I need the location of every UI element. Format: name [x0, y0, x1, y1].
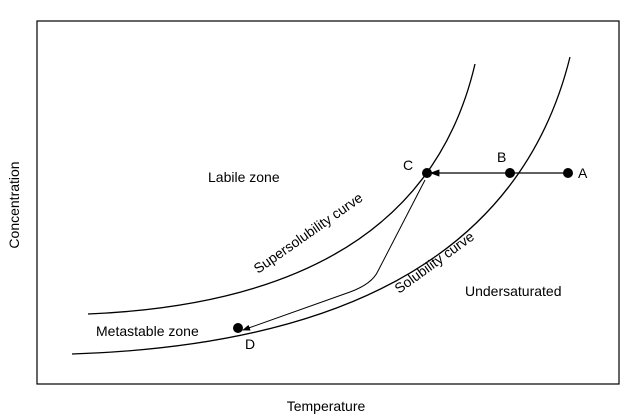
undersaturated-zone-label: Undersaturated — [465, 283, 562, 299]
point-a-label: A — [578, 165, 588, 181]
point-d-marker — [233, 323, 243, 333]
metastable-zone-label: Metastable zone — [96, 323, 199, 339]
supersolubility-curve-label: Supersolubility curve — [251, 189, 366, 276]
point-d-label: D — [245, 336, 255, 352]
cooling-path-c-to-d — [242, 179, 426, 331]
point-b-marker — [505, 168, 515, 178]
labile-zone-label: Labile zone — [208, 169, 280, 185]
point-a-marker — [563, 168, 573, 178]
point-c-label: C — [403, 157, 413, 173]
point-b-label: B — [497, 149, 506, 165]
x-axis-label: Temperature — [287, 398, 366, 414]
point-c-marker — [422, 168, 432, 178]
supersolubility-curve — [87, 63, 476, 315]
solubility-curve — [71, 56, 571, 355]
y-axis-label: Concentration — [6, 161, 22, 248]
plot-frame — [36, 20, 620, 385]
